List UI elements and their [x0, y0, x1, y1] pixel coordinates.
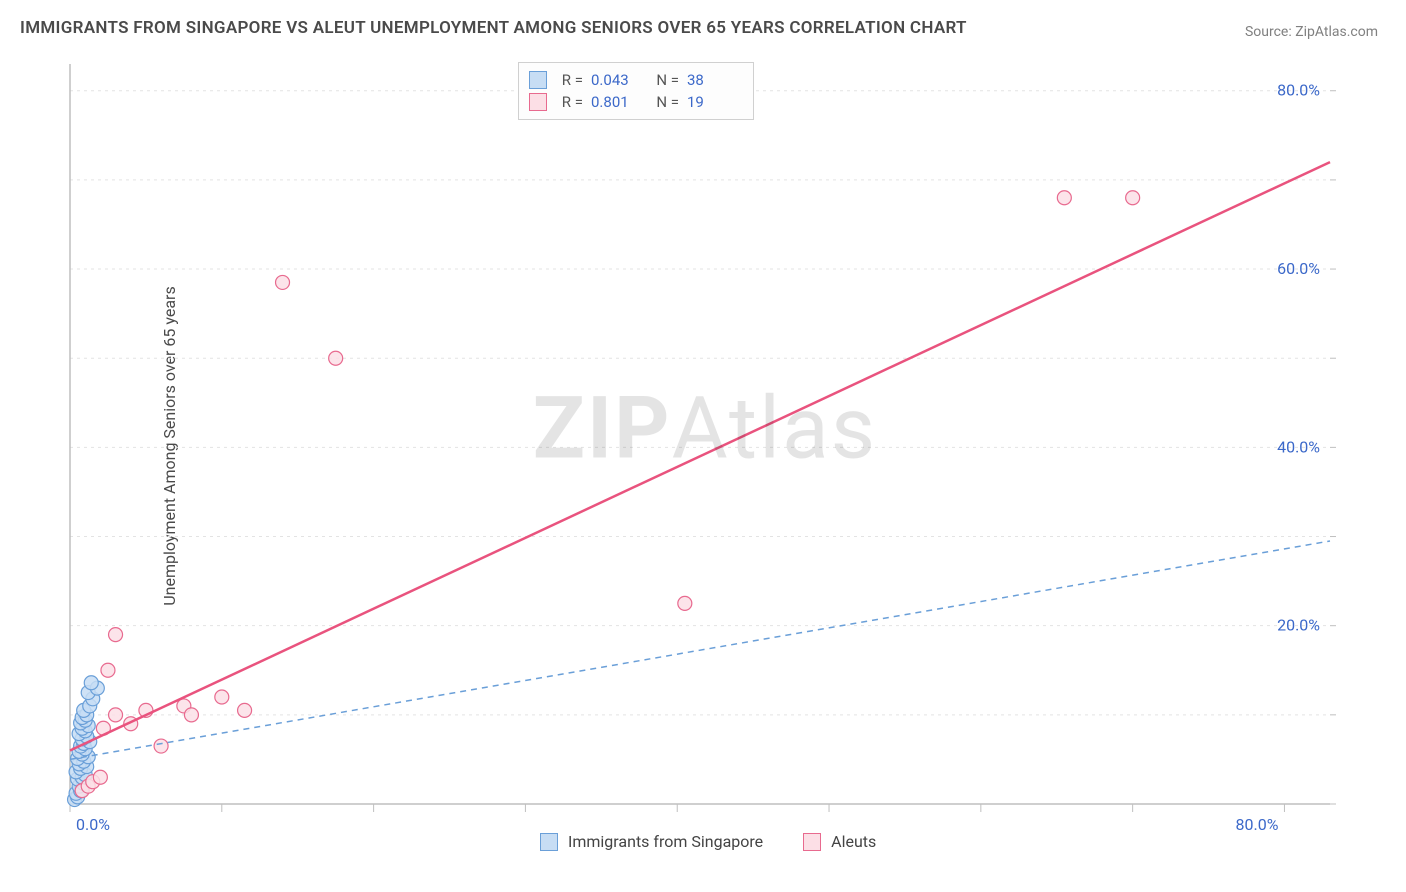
- svg-text:80.0%: 80.0%: [1236, 815, 1279, 834]
- svg-text:60.0%: 60.0%: [1277, 259, 1320, 278]
- legend-swatch: [803, 833, 821, 851]
- series-legend: Immigrants from Singapore Aleuts: [540, 832, 876, 851]
- svg-text:80.0%: 80.0%: [1277, 81, 1320, 100]
- series-legend-item: Immigrants from Singapore: [540, 832, 763, 851]
- r-label: R =: [555, 93, 583, 111]
- chart-container: IMMIGRANTS FROM SINGAPORE VS ALEUT UNEMP…: [0, 0, 1406, 892]
- series-legend-label: Immigrants from Singapore: [568, 832, 763, 851]
- n-label: N =: [651, 71, 679, 89]
- r-value: 0.801: [591, 93, 643, 111]
- n-value: 19: [687, 93, 739, 111]
- series-legend-label: Aleuts: [831, 832, 876, 851]
- stats-legend-row: R = 0.043 N = 38: [529, 69, 739, 91]
- scatter-chart-svg: 20.0% 40.0% 60.0% 80.0% 0.0% 80.0%: [60, 54, 1350, 834]
- chart-title: IMMIGRANTS FROM SINGAPORE VS ALEUT UNEMP…: [20, 18, 967, 38]
- stats-legend-row: R = 0.801 N = 19: [529, 91, 739, 113]
- series-legend-item: Aleuts: [803, 832, 876, 851]
- source-attribution: Source: ZipAtlas.com: [1245, 24, 1378, 40]
- plot-area: 20.0%40.0%60.0%80.0%0.0%80.0% ZIPAtlas R…: [60, 54, 1350, 834]
- svg-text:40.0%: 40.0%: [1277, 437, 1320, 456]
- legend-swatch: [529, 71, 547, 89]
- stats-legend: R = 0.043 N = 38 R = 0.801 N = 19: [518, 62, 754, 120]
- legend-swatch: [540, 833, 558, 851]
- svg-text:20.0%: 20.0%: [1277, 616, 1320, 635]
- r-label: R =: [555, 71, 583, 89]
- n-value: 38: [687, 71, 739, 89]
- r-value: 0.043: [591, 71, 643, 89]
- n-label: N =: [651, 93, 679, 111]
- legend-swatch: [529, 93, 547, 111]
- svg-text:0.0%: 0.0%: [76, 815, 110, 834]
